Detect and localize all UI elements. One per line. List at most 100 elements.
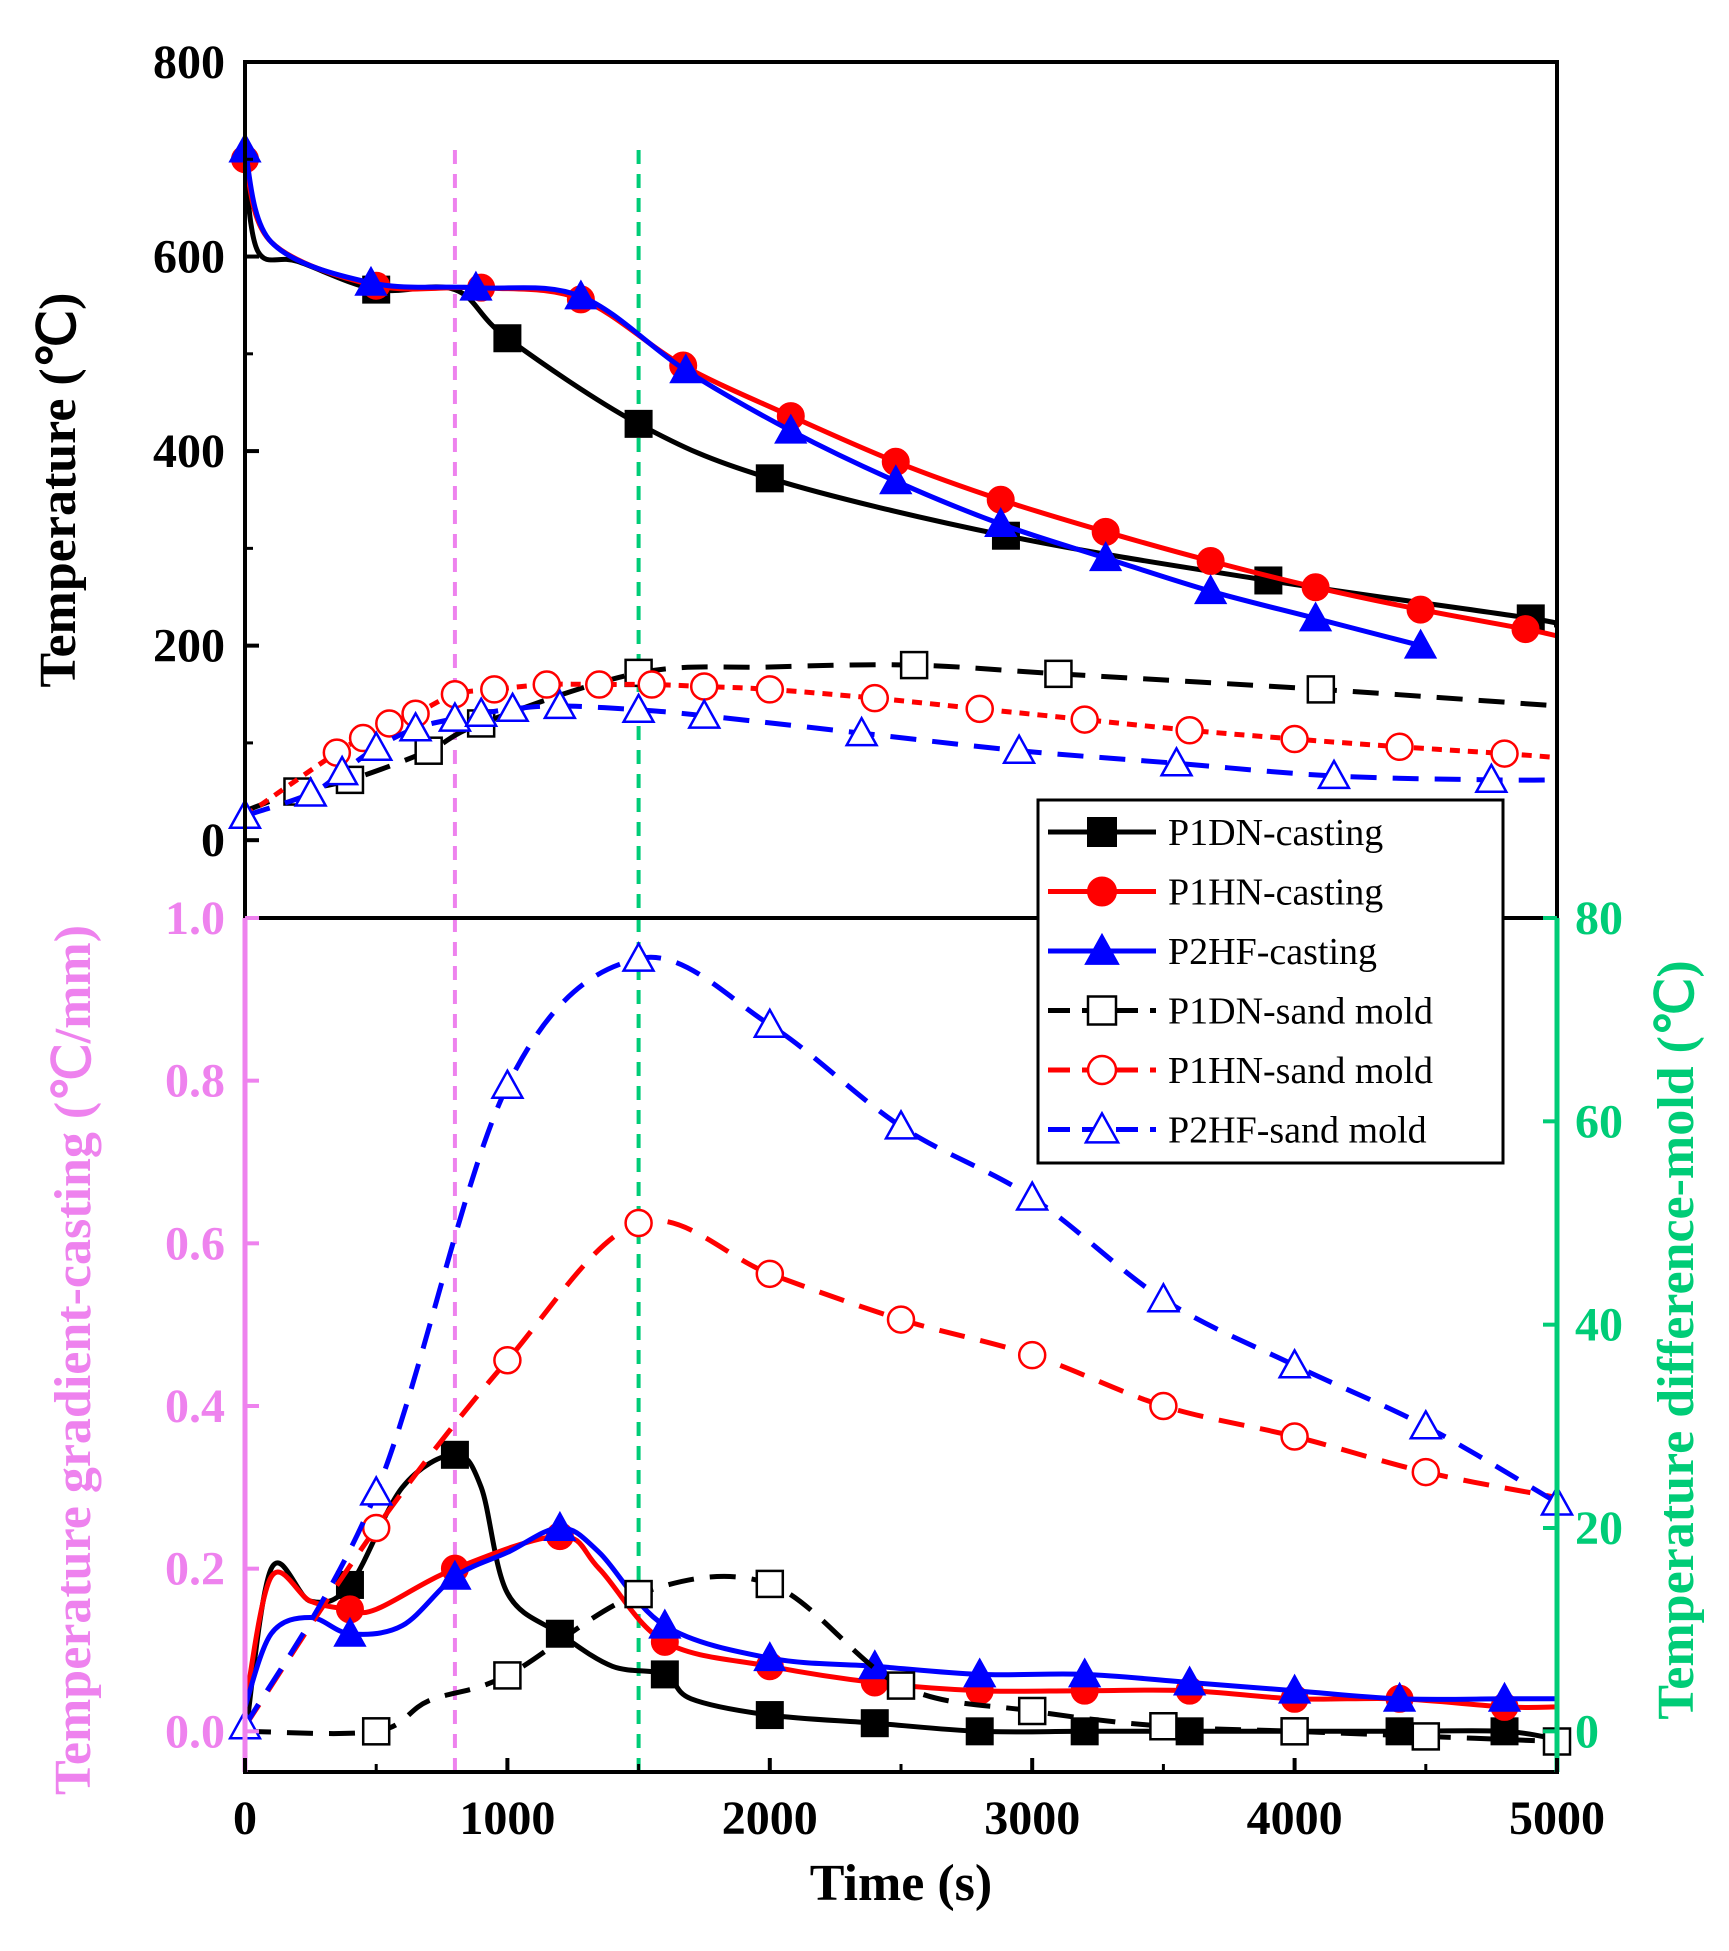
- data-point-p2hf-sand-mold-top: [437, 701, 473, 732]
- legend-marker: [1084, 932, 1120, 965]
- data-point-p2hf-sand-mold-top: [464, 696, 499, 727]
- data-point-p1hn-sand-mold-bottom: [361, 1513, 391, 1543]
- data-point-p1dn-sand-mold-top: [1044, 659, 1073, 689]
- data-point-p1dn-sand-mold-bottom: [1149, 1712, 1178, 1741]
- data-point-p2hf-sand-mold-top: [398, 710, 433, 742]
- data-point-p1hn-sand-mold-top: [1070, 705, 1099, 734]
- data-point-p1dn-casting-bottom: [1070, 1717, 1099, 1746]
- series-p1hn-casting-top: [231, 145, 1557, 644]
- data-point-p1hn-sand-mold-top: [480, 675, 509, 704]
- legend-label: P1HN-casting: [1168, 872, 1383, 914]
- data-point-p1dn-casting-bottom: [1175, 1717, 1204, 1746]
- x-tick-label: 3000: [984, 1792, 1080, 1845]
- series-line-p1dn-sand-mold-top: [245, 662, 1557, 814]
- data-point-p1hn-sand-mold-bottom: [1280, 1422, 1309, 1451]
- data-series: [227, 132, 1575, 1756]
- data-point-p2hf-casting-bottom: [1487, 1681, 1522, 1712]
- legend-label: P1DN-casting: [1168, 812, 1383, 854]
- legend-label: P1HN-sand mold: [1168, 1050, 1433, 1092]
- data-point-p1hn-sand-mold-bottom: [755, 1259, 785, 1289]
- data-point-p1dn-sand-mold-bottom: [886, 1671, 916, 1700]
- data-point-p1dn-sand-mold-bottom: [493, 1661, 522, 1690]
- data-point-p1dn-sand-mold-top: [414, 736, 443, 765]
- data-point-p1hn-sand-mold-top: [1385, 732, 1414, 762]
- y-tick-label-left: 0.2: [165, 1543, 225, 1596]
- data-point-p2hf-sand-mold-top: [1316, 758, 1352, 790]
- data-point-p2hf-sand-mold-bottom: [621, 941, 656, 972]
- y-tick-label-left: 1.0: [165, 892, 225, 945]
- x-tick-label: 5000: [1509, 1792, 1605, 1845]
- data-point-p1hn-casting-top: [1301, 573, 1330, 602]
- data-point-p2hf-casting-bottom: [1382, 1681, 1417, 1712]
- series-p2hf-casting-top: [228, 132, 1438, 659]
- data-point-p1dn-casting-bottom: [650, 1660, 679, 1689]
- data-point-p1hn-sand-mold-bottom: [493, 1346, 522, 1375]
- data-point-p2hf-sand-mold-top: [687, 698, 722, 729]
- data-point-p1dn-casting-bottom: [1385, 1717, 1414, 1746]
- series-line-p1hn-sand-mold-bottom: [245, 1218, 1557, 1728]
- axes: 02004006008000.00.20.40.60.81.0020406080…: [30, 36, 1705, 1912]
- legend-marker: [1087, 817, 1117, 847]
- data-point-p2hf-casting-top: [669, 353, 703, 384]
- data-point-p1hn-sand-mold-top: [860, 683, 890, 713]
- series-p1dn-casting-top: [245, 168, 1557, 633]
- data-point-p2hf-casting-top: [774, 413, 808, 444]
- x-tick-label: 0: [233, 1792, 257, 1845]
- data-point-p1hn-sand-mold-bottom: [1017, 1340, 1047, 1370]
- series-line-p2hf-sand-mold-bottom: [245, 954, 1557, 1728]
- y-tick-label-top: 600: [153, 231, 225, 284]
- data-point-p2hf-sand-mold-top: [844, 715, 879, 747]
- data-point-p2hf-casting-bottom: [438, 1559, 472, 1590]
- x-axis-title: Time (s): [810, 1855, 992, 1912]
- y-tick-label-right: 80: [1575, 892, 1623, 945]
- legend-item: P2HF-casting: [1048, 931, 1377, 973]
- series-p2hf-sand-mold-top: [227, 688, 1557, 830]
- data-point-p1hn-sand-mold-bottom: [1149, 1391, 1178, 1421]
- data-point-p1dn-sand-mold-top: [899, 650, 929, 680]
- data-point-p1hn-sand-mold-top: [532, 670, 562, 699]
- data-point-p2hf-casting-bottom: [1173, 1665, 1207, 1696]
- data-point-p2hf-sand-mold-top: [621, 692, 656, 724]
- data-point-p1hn-sand-mold-top: [584, 670, 614, 699]
- data-point-p2hf-sand-mold-top: [1159, 745, 1194, 777]
- data-point-p1hn-casting-top: [1091, 517, 1120, 546]
- data-point-p1dn-casting-bottom: [860, 1709, 889, 1738]
- data-point-p2hf-casting-bottom: [1067, 1657, 1102, 1688]
- data-point-p1hn-sand-mold-top: [755, 675, 785, 704]
- data-point-p2hf-sand-mold-top: [542, 688, 577, 720]
- data-point-p1hn-sand-mold-top: [1175, 716, 1204, 745]
- legend-box: [1036, 798, 1505, 1165]
- data-point-p2hf-casting-top: [564, 279, 598, 310]
- data-point-p2hf-sand-mold-bottom: [1015, 1180, 1050, 1211]
- series-line-p1dn-casting-top: [245, 168, 1557, 629]
- data-point-p1dn-casting-top: [624, 409, 653, 438]
- data-point-p2hf-casting-top: [1298, 601, 1333, 632]
- legend-label: P1DN-sand mold: [1168, 991, 1433, 1033]
- legend-marker: [1086, 1054, 1118, 1086]
- y-tick-label-left: 0.8: [165, 1055, 225, 1108]
- data-point-p2hf-sand-mold-top: [324, 754, 360, 786]
- data-point-p1dn-sand-mold-bottom: [624, 1579, 653, 1609]
- legend-item: P1HN-sand mold: [1048, 1050, 1433, 1092]
- data-point-p2hf-sand-mold-top: [495, 691, 530, 723]
- x-tick-label: 4000: [1247, 1792, 1343, 1845]
- data-point-p1hn-sand-mold-top: [1280, 724, 1309, 754]
- data-point-p2hf-sand-mold-top: [293, 775, 328, 807]
- data-point-p2hf-casting-top: [1194, 574, 1228, 605]
- data-point-p2hf-sand-mold-bottom: [1146, 1281, 1181, 1313]
- y-tick-label-right: 0: [1575, 1705, 1599, 1758]
- series-line-p1hn-casting-top: [245, 158, 1557, 639]
- data-point-p2hf-sand-mold-bottom: [883, 1108, 919, 1140]
- data-point-p1hn-sand-mold-top: [965, 694, 994, 724]
- data-point-p2hf-casting-bottom: [753, 1641, 787, 1672]
- data-point-p2hf-casting-top: [459, 270, 493, 301]
- data-point-p1hn-sand-mold-top: [1490, 739, 1519, 768]
- data-point-p2hf-sand-mold-top: [1474, 762, 1509, 794]
- data-point-p1dn-casting-top: [755, 464, 784, 493]
- legend-marker: [1083, 1110, 1121, 1144]
- data-point-p2hf-casting-bottom: [1278, 1673, 1312, 1704]
- data-point-p2hf-casting-top: [1089, 541, 1123, 572]
- data-point-p1dn-casting-bottom: [755, 1701, 784, 1730]
- data-point-p2hf-casting-bottom: [543, 1510, 577, 1541]
